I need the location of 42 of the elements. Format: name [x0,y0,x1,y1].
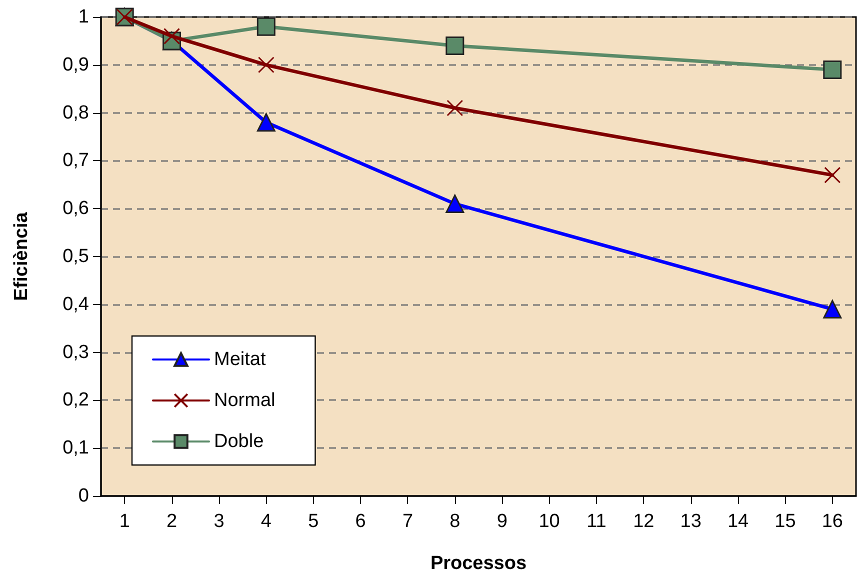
point [164,28,180,44]
x-tick-label: 12 [633,511,654,532]
x-tick-label: 1 [119,511,130,532]
x-tick-label: 6 [355,511,366,532]
y-tick-label: 0,8 [62,102,89,124]
x-tick-label: 11 [586,511,606,532]
y-tick-label: 0,1 [62,438,89,459]
y-tick-label: 0,2 [62,390,89,411]
y-tick-label: 0,6 [62,198,89,220]
legend-label: Meitat [214,349,266,370]
x-tick-label: 10 [538,511,560,532]
x-tick-label: 13 [680,511,702,532]
point [256,17,276,36]
legend-label: Doble [214,431,264,452]
x-axis-title: Processos [430,553,527,574]
y-tick-label: 0,3 [62,342,89,363]
x-tick-label: 14 [727,511,750,532]
point [824,166,841,184]
x-tick-label: 15 [774,511,796,532]
y-tick-label: 0,5 [62,246,89,267]
y-tick-label: 0,4 [62,294,90,315]
x-tick-label: 4 [260,511,272,532]
point [446,100,464,116]
x-tick-label: 8 [450,511,460,532]
point [446,194,464,214]
x-tick-label: 16 [822,511,843,532]
x-tick-label: 9 [496,511,508,532]
point [446,36,464,55]
x-tick-label: 2 [166,511,178,532]
y-tick-label: 0,7 [62,150,89,172]
point [258,56,274,74]
y-tick-label: 0,9 [62,54,89,76]
legend-label: Normal [214,390,276,411]
x-tick-label: 5 [308,511,319,532]
point [823,300,842,318]
point [256,113,276,132]
y-axis-title: Eficiència [11,212,32,301]
y-tick-label: 0 [78,486,89,506]
point [823,60,842,79]
y-tick-label: 1 [78,6,89,28]
x-tick-label: 3 [214,511,224,532]
x-tick-label: 7 [402,511,414,532]
